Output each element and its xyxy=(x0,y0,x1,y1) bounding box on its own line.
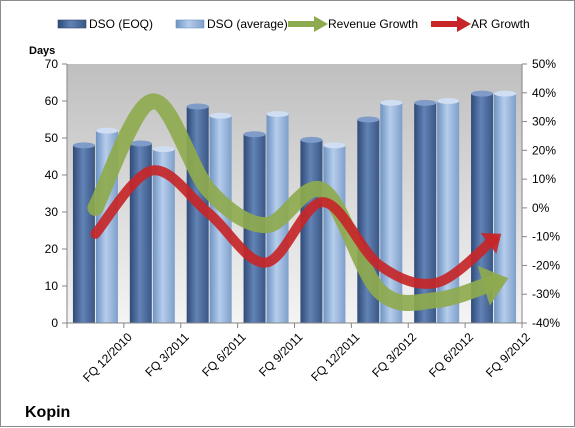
y-right-tick-label-6: 10% xyxy=(532,172,556,186)
legend-swatch-dso-eoq xyxy=(57,19,87,29)
y-left-tick-label-3: 20 xyxy=(45,242,59,256)
bar-top-dso-eoq-5 xyxy=(300,136,323,143)
company-name: Kopin xyxy=(25,404,70,421)
bar-dso-eoq-1 xyxy=(72,145,95,323)
legend: DSO (EOQ) DSO (average) Revenue Growth AR G… xyxy=(57,16,530,32)
y-left-tick-label-7: 60 xyxy=(45,94,59,108)
bar-top-dso-eoq-4 xyxy=(243,131,266,138)
bar-top-dso-eoq-3 xyxy=(186,103,209,110)
bar-top-dso-average-1 xyxy=(95,127,118,134)
bar-top-dso-eoq-6 xyxy=(357,116,380,123)
bar-top-dso-average-5 xyxy=(323,142,346,149)
y-left-tick-label-5: 40 xyxy=(45,168,59,182)
legend-label-dso-average: DSO (average) xyxy=(207,17,288,31)
bar-top-dso-average-7 xyxy=(437,98,460,104)
y-right-tick-label-1: -40% xyxy=(532,316,560,330)
y-left-tick-label-4: 30 xyxy=(45,205,59,219)
y-right-tick-label-8: 30% xyxy=(532,115,556,129)
bar-dso-eoq-5 xyxy=(300,139,323,323)
x-tick-label-3: FQ 6/2011 xyxy=(199,330,249,380)
y-right-tick-label-3: -20% xyxy=(532,258,560,272)
x-tick-label-4: FQ 9/2011 xyxy=(256,330,306,380)
x-tick-label-6: FQ 3/2012 xyxy=(369,330,419,380)
legend-arrowhead-ar-growth xyxy=(457,16,471,32)
legend-swatch-dso-average xyxy=(175,19,205,29)
bar-top-dso-eoq-1 xyxy=(72,142,95,149)
legend-arrowhead-revenue-growth xyxy=(314,16,328,32)
growth-lines-layer xyxy=(87,93,509,311)
bar-top-dso-average-6 xyxy=(380,99,403,106)
legend-label-ar-growth: AR Growth xyxy=(471,17,530,31)
x-tick-label-2: FQ 3/2011 xyxy=(142,330,192,380)
y-left-tick-label-2: 10 xyxy=(45,279,59,293)
bar-top-dso-average-3 xyxy=(209,112,232,119)
y-right-tick-label-7: 20% xyxy=(532,143,556,157)
bar-top-dso-average-2 xyxy=(152,146,175,153)
y-right-tick-label-4: -10% xyxy=(532,230,560,244)
y-right-tick-label-2: -30% xyxy=(532,287,560,301)
x-tick-label-7: FQ 6/2012 xyxy=(426,330,476,380)
bar-dso-eoq-8 xyxy=(471,93,494,323)
line-revenue-growth xyxy=(87,93,502,311)
y-right-tick-label-5: 0% xyxy=(532,201,550,215)
bar-dso-average-8 xyxy=(494,93,517,323)
y-left-tick-label-6: 50 xyxy=(45,131,59,145)
x-tick-label-5: FQ 12/2011 xyxy=(308,330,362,384)
bar-layer xyxy=(72,90,517,323)
bar-top-dso-eoq-2 xyxy=(129,140,152,147)
bar-top-dso-average-8 xyxy=(494,90,517,97)
x-tick-label-1: FQ 12/2010 xyxy=(80,330,135,385)
y-left-tick-label-8: 70 xyxy=(45,57,59,71)
bar-top-dso-eoq-8 xyxy=(471,90,494,97)
y-left-tick-label-1: 0 xyxy=(51,316,58,330)
legend-label-revenue-growth: Revenue Growth xyxy=(328,17,418,31)
bar-top-dso-average-4 xyxy=(266,110,289,117)
bar-dso-eoq-7 xyxy=(414,102,437,323)
x-tick-label-8: FQ 9/2012 xyxy=(483,330,533,380)
arrowhead-revenue-growth xyxy=(477,265,509,306)
legend-label-dso-eoq: DSO (EOQ) xyxy=(89,17,153,31)
bar-dso-average-7 xyxy=(437,101,460,323)
arrowhead-ar-growth xyxy=(480,233,502,254)
y-right-tick-label-10: 50% xyxy=(532,57,556,71)
y-right-tick-label-9: 40% xyxy=(532,86,556,100)
bar-dso-average-2 xyxy=(152,149,175,323)
line-ar-growth xyxy=(90,165,499,289)
bar-top-dso-eoq-7 xyxy=(414,99,437,106)
y-axis-title: Days xyxy=(29,45,55,57)
